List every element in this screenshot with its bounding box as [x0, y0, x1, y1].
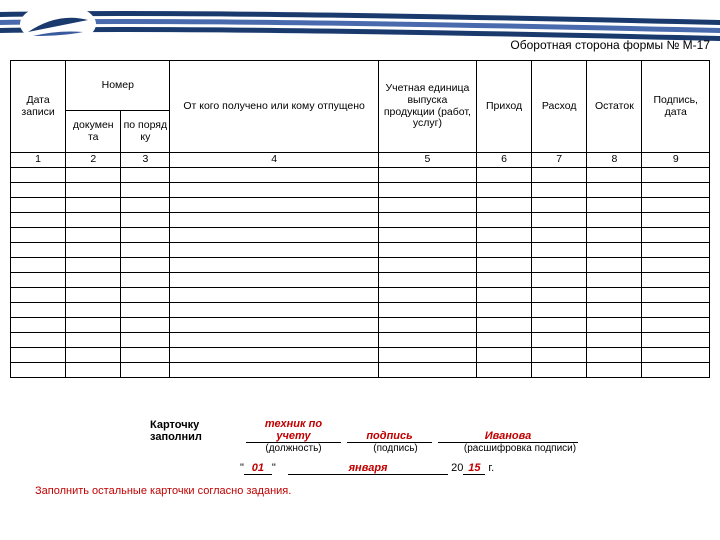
- col-c6: Приход: [476, 61, 531, 153]
- col-c5: Учетная единица выпуска продукции (работ…: [378, 61, 476, 153]
- colnum-c9: 9: [642, 153, 710, 168]
- col-order: по поряд ку: [121, 111, 170, 153]
- colnum-c6: 6: [476, 153, 531, 168]
- position-caption: (должность): [246, 443, 341, 454]
- table-row: [11, 168, 710, 183]
- table-row: [11, 213, 710, 228]
- table-row: [11, 348, 710, 363]
- col-c4: От кого получено или кому отпущено: [170, 61, 378, 153]
- table-row: [11, 273, 710, 288]
- col-c7: Расход: [532, 61, 587, 153]
- table-row: [11, 318, 710, 333]
- table-row: [11, 363, 710, 378]
- colnum-c8: 8: [587, 153, 642, 168]
- red-instruction: Заполнить остальные карточки согласно за…: [35, 485, 710, 497]
- form-title: Оборотная сторона формы № М-17: [510, 38, 710, 52]
- colnum-c3: 3: [121, 153, 170, 168]
- table-row: [11, 243, 710, 258]
- col-c8: Остаток: [587, 61, 642, 153]
- colnum-c1: 1: [11, 153, 66, 168]
- signature-caption: (подпись): [353, 443, 438, 454]
- col-c9: Подпись, дата: [642, 61, 710, 153]
- name-caption: (расшифровка подписи): [450, 443, 590, 454]
- col-date: Дата записи: [11, 61, 66, 153]
- main-table: Дата записиНомерОт кого получено или ком…: [10, 60, 710, 378]
- table-row: [11, 258, 710, 273]
- table-row: [11, 333, 710, 348]
- col-doc: докумен та: [66, 111, 121, 153]
- colnum-c5: 5: [378, 153, 476, 168]
- signature-value: подпись: [347, 430, 432, 443]
- position-value: техник по учету: [246, 418, 341, 443]
- date-line: "01" января 2015 г.: [240, 462, 710, 475]
- col-group-num: Номер: [66, 61, 170, 111]
- footer-block: Карточку заполнил техник по учету подпис…: [10, 418, 710, 497]
- colnum-c4: 4: [170, 153, 378, 168]
- table-row: [11, 228, 710, 243]
- month-value: января: [288, 462, 448, 475]
- table-row: [11, 183, 710, 198]
- table-row: [11, 303, 710, 318]
- table-row: [11, 198, 710, 213]
- day-value: 01: [244, 462, 272, 475]
- table-row: [11, 288, 710, 303]
- colnum-c7: 7: [532, 153, 587, 168]
- name-value: Иванова: [438, 430, 578, 443]
- colnum-c2: 2: [66, 153, 121, 168]
- year-value: 15: [463, 462, 485, 475]
- filled-by-label: Карточку заполнил: [150, 419, 240, 443]
- logo: [18, 2, 98, 47]
